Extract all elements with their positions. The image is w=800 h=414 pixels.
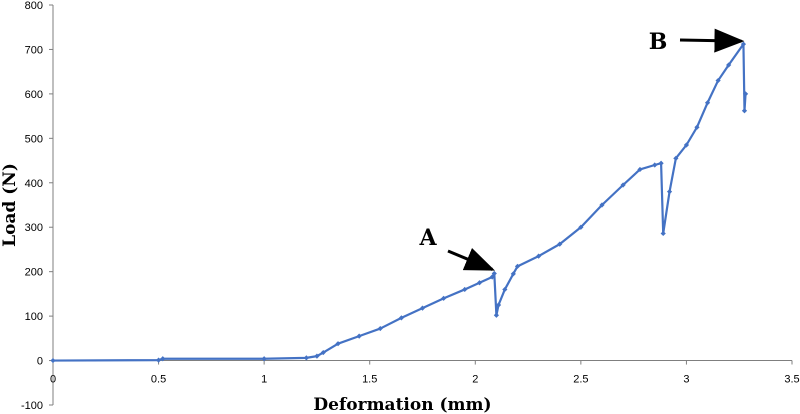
series-line [52,43,747,362]
data-point [489,274,495,280]
data-point [314,353,320,359]
x-tick-label: 3 [683,374,689,386]
data-point [742,91,749,97]
data-point [514,263,521,269]
y-tick-label: 600 [25,89,43,101]
data-point [160,356,166,362]
data-point [599,202,605,208]
data-point [620,182,626,188]
annotation-arrow-b [679,28,745,53]
annotation-arrow-a [447,247,496,271]
data-point [658,160,664,166]
y-tick-label: 100 [25,311,43,323]
data-point [726,62,732,68]
data-point [666,189,673,195]
data-point [704,100,711,106]
x-tick-label: 2.5 [573,374,588,386]
data-point [557,241,563,247]
y-tick-label: 800 [25,0,43,12]
data-point [419,305,426,311]
data-point [491,270,497,277]
data-point [673,155,679,161]
x-tick-label: 0 [50,374,56,386]
data-point [335,341,341,347]
y-tick-label: 400 [25,178,43,190]
data-point [441,295,447,301]
annotations: AB [418,28,745,271]
series-group [50,41,749,364]
data-point [303,355,309,361]
tick-labels: 0 0.5 1 1.5 2 2.5 3 3.5 -100 0 100 200 300 400 500 600 7… [21,0,800,412]
data-point [741,108,748,114]
data-point [683,142,690,148]
data-point [660,230,666,237]
x-tick-label: 2 [472,374,478,386]
y-tick-label: 300 [25,222,43,234]
data-point [495,302,502,308]
data-point [715,77,721,84]
annotation-label-a: A [418,225,437,251]
data-point [476,280,483,286]
x-tick-label: 1.5 [362,374,377,386]
data-point [694,124,700,130]
x-tick-label: 3.5 [784,374,799,386]
data-point [578,224,584,230]
y-axis-title: Load (N) [0,163,20,247]
data-point [652,162,658,168]
data-point [155,357,162,363]
x-tick-label: 0.5 [151,374,166,386]
data-point [536,253,542,259]
data-point [637,166,643,173]
y-tick-label: 700 [25,44,43,56]
y-tick-label: 0 [37,356,43,368]
data-point [398,315,404,321]
data-point [502,286,508,293]
y-tick-label: 500 [25,133,43,145]
y-tick-label: 200 [25,267,43,279]
data-point [377,325,383,332]
y-tick-label: -100 [21,400,43,412]
data-point [50,357,56,364]
x-axis-title: Deformation (mm) [313,395,491,414]
data-point [510,271,516,277]
axes [49,4,793,406]
data-point [320,349,326,356]
x-tick-label: 1 [261,374,267,386]
data-point [493,312,499,318]
data-point [356,333,362,339]
data-point [261,356,267,362]
data-point [462,286,468,293]
annotation-label-b: B [649,29,668,55]
